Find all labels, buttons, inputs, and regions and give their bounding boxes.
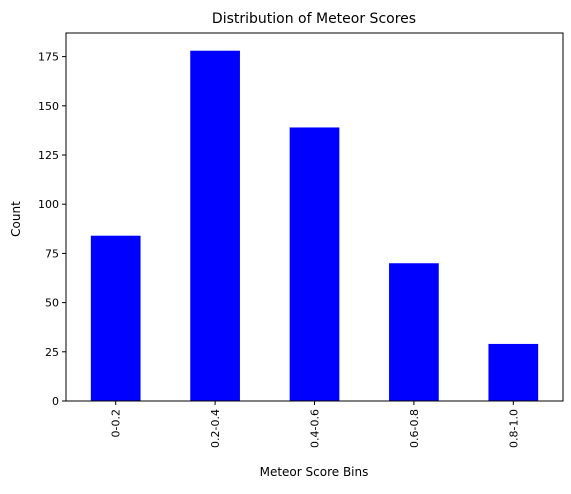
x-tick-label: 0.6-0.8 xyxy=(408,409,421,448)
y-tick-label: 175 xyxy=(38,51,59,64)
bar-0.8-1.0 xyxy=(488,343,539,401)
x-tick-label: 0-0.2 xyxy=(110,409,123,437)
y-tick-label: 25 xyxy=(45,346,59,359)
y-tick-label: 150 xyxy=(38,100,59,113)
y-tick-label: 75 xyxy=(45,247,59,260)
x-axis-label: Meteor Score Bins xyxy=(260,465,369,479)
plot-frame xyxy=(65,32,564,402)
y-tick-label: 0 xyxy=(52,395,59,408)
x-tick-label: 0.8-1.0 xyxy=(507,409,520,448)
x-axis-ticks: 0-0.2 0.2-0.4 0.4-0.6 0.6-0.8 0.8-1.0 xyxy=(110,401,520,448)
x-tick-label: 0.2-0.4 xyxy=(209,409,222,448)
bar-0.4-0.6 xyxy=(289,127,340,402)
bars-layer xyxy=(90,50,539,402)
bar-0-0.2 xyxy=(90,235,141,401)
bar-0.6-0.8 xyxy=(389,263,439,401)
chart-title: Distribution of Meteor Scores xyxy=(212,11,416,27)
y-axis-label: Count xyxy=(9,201,23,237)
y-tick-label: 125 xyxy=(38,149,59,162)
x-tick-label: 0.4-0.6 xyxy=(309,409,322,448)
y-tick-label: 50 xyxy=(45,297,59,310)
bar-0.2-0.4 xyxy=(190,50,240,402)
y-tick-label: 100 xyxy=(38,198,59,211)
y-axis-ticks: 0 25 50 75 100 125 150 175 xyxy=(38,51,66,408)
